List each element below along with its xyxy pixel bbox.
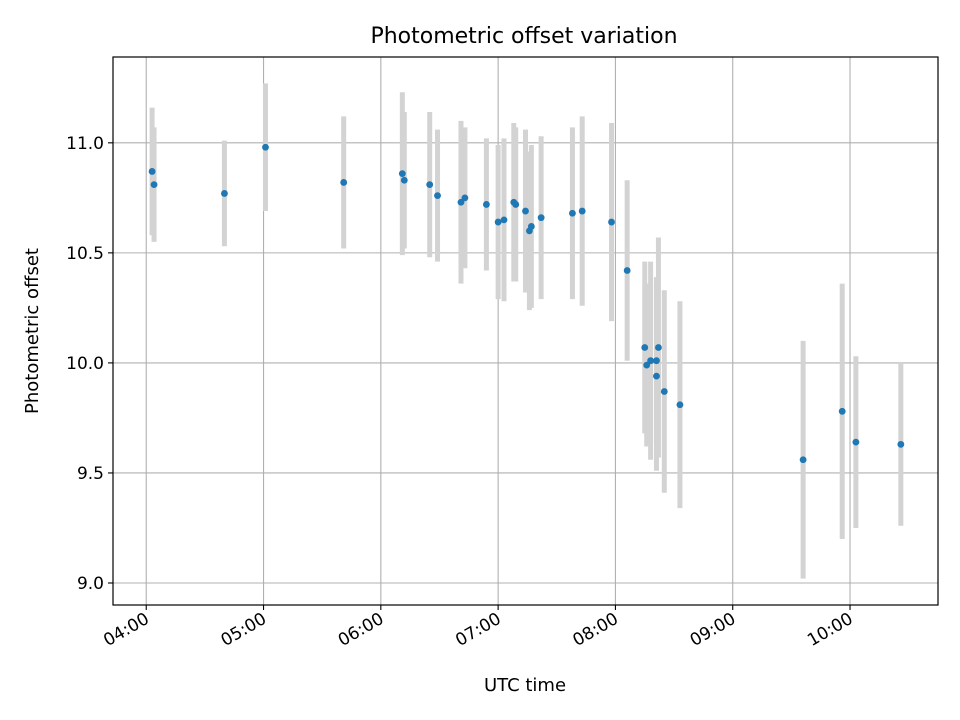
data-point bbox=[852, 438, 860, 446]
data-point bbox=[655, 344, 662, 351]
data-points bbox=[148, 143, 905, 464]
data-point bbox=[641, 344, 649, 351]
y-tick-label: 10.0 bbox=[66, 354, 104, 374]
data-point bbox=[608, 218, 615, 226]
plot-frame bbox=[112, 56, 939, 606]
data-point bbox=[653, 357, 660, 365]
data-point bbox=[512, 201, 520, 208]
data-point bbox=[461, 194, 469, 202]
x-axis-label: UTC time bbox=[484, 675, 566, 696]
data-point bbox=[838, 407, 846, 415]
data-point bbox=[150, 181, 158, 189]
data-point bbox=[522, 207, 529, 215]
data-point bbox=[660, 388, 668, 395]
data-point bbox=[434, 192, 441, 200]
data-point bbox=[897, 440, 905, 448]
data-point bbox=[653, 372, 660, 380]
chart-title: Photometric offset variation bbox=[370, 24, 677, 49]
data-point bbox=[148, 168, 156, 175]
y-tick-label: 10.5 bbox=[66, 244, 104, 264]
data-point bbox=[799, 456, 807, 464]
data-point bbox=[400, 176, 408, 184]
data-point bbox=[527, 223, 535, 230]
data-point bbox=[537, 214, 545, 222]
data-point bbox=[578, 207, 586, 215]
data-point bbox=[494, 218, 502, 226]
data-point bbox=[676, 401, 684, 409]
y-axis: 9.0 9.5 10.0 10.5 11.0 bbox=[66, 134, 113, 594]
data-point bbox=[340, 179, 348, 186]
data-point bbox=[643, 361, 651, 369]
data-point bbox=[500, 216, 508, 224]
data-point bbox=[647, 357, 655, 365]
data-point bbox=[623, 267, 631, 274]
y-tick-label: 9.5 bbox=[77, 464, 104, 484]
data-point bbox=[398, 170, 406, 178]
data-point bbox=[426, 181, 434, 189]
data-point bbox=[483, 201, 490, 208]
data-point bbox=[457, 198, 465, 206]
y-axis-label: Photometric offset bbox=[22, 248, 43, 414]
y-tick-label: 11.0 bbox=[66, 134, 104, 154]
data-point bbox=[221, 190, 228, 197]
data-point bbox=[569, 209, 576, 217]
data-point bbox=[262, 143, 269, 151]
y-tick-label: 9.0 bbox=[77, 574, 104, 594]
